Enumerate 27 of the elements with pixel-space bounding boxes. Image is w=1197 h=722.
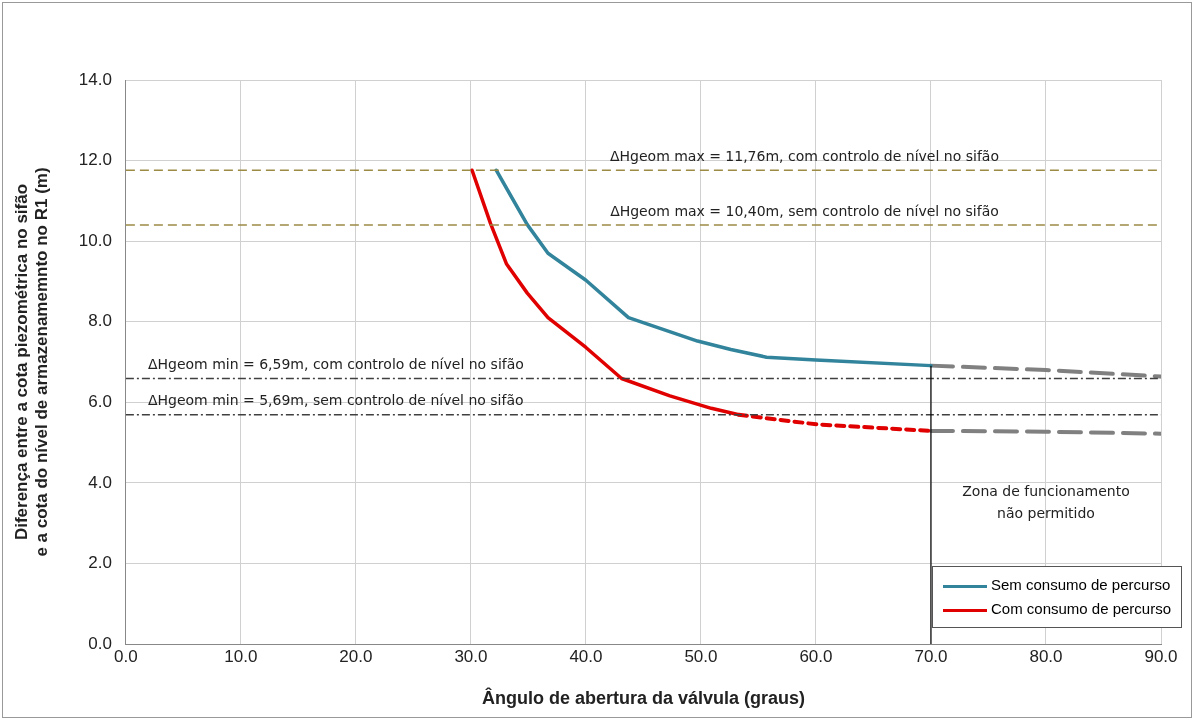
y-tick-label: 10.0 bbox=[78, 230, 112, 250]
y-tick-label: 12.0 bbox=[78, 150, 112, 170]
y-tick-label: 6.0 bbox=[88, 391, 112, 411]
x-tick-label: 60.0 bbox=[799, 646, 833, 666]
x-tick-label: 50.0 bbox=[684, 646, 718, 666]
ref-line-label: ΔHgeom min = 6,59m, com controlo de nível no sifão bbox=[147, 356, 524, 373]
x-tick-label: 70.0 bbox=[914, 646, 948, 666]
ref-line-label: ΔHgeom min = 5,69m, sem controlo de nível no sifão bbox=[147, 392, 524, 409]
annotation: Zona de funcionamento não permitido bbox=[962, 482, 1130, 521]
y-tick-label: 4.0 bbox=[88, 472, 112, 492]
y-tick-label: 2.0 bbox=[88, 553, 112, 573]
legend-label: Sem consumo de percurso bbox=[990, 576, 1171, 593]
x-tick-label: 80.0 bbox=[1029, 646, 1063, 666]
x-tick-label: 0.0 bbox=[114, 646, 138, 666]
x-tick-label: 10.0 bbox=[224, 646, 258, 666]
y-tick-label: 14.0 bbox=[78, 69, 112, 89]
y-tick-label: 0.0 bbox=[88, 633, 112, 653]
x-tick-label: 40.0 bbox=[569, 646, 603, 666]
x-axis-title: Ângulo de abertura da válvula (graus) bbox=[481, 687, 805, 709]
x-tick-label: 90.0 bbox=[1144, 646, 1178, 666]
ref-line-label: ΔHgeom max = 10,40m, sem controlo de nível no sifão bbox=[610, 202, 999, 219]
y-axis-title: Diferença entre a cota piezométrica no sifão e a cota do nível de armazenamemnto no R1 (m) bbox=[11, 167, 52, 557]
y-tick-label: 8.0 bbox=[88, 311, 112, 331]
x-tick-label: 30.0 bbox=[454, 646, 488, 666]
ref-line-label: ΔHgeom max = 11,76m, com controlo de nível no sifão bbox=[609, 147, 999, 164]
legend-label: Com consumo de percurso bbox=[990, 600, 1172, 617]
x-tick-label: 20.0 bbox=[339, 646, 373, 666]
